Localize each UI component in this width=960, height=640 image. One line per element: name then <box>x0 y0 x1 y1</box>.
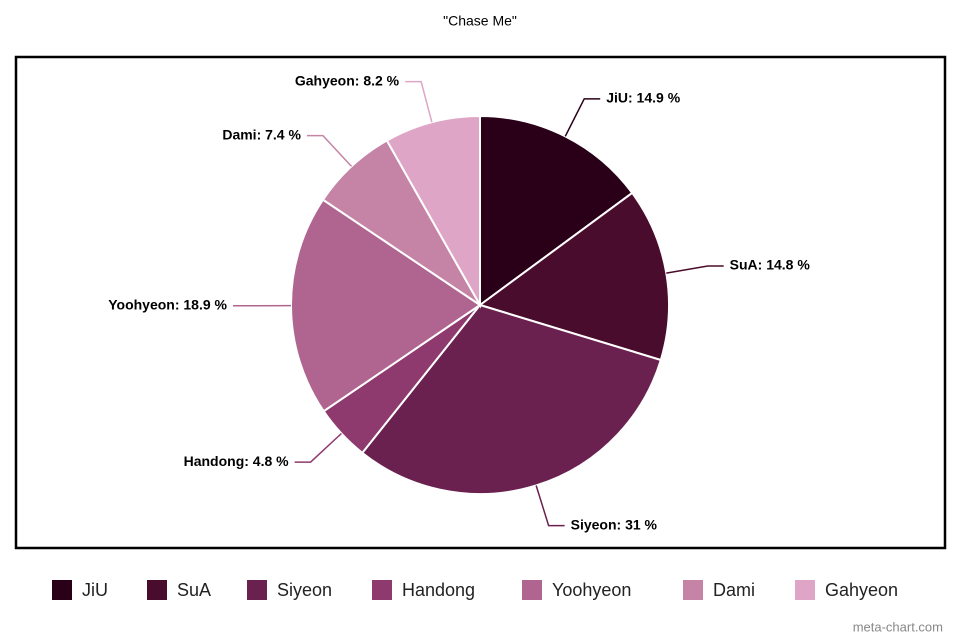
leader-line <box>666 265 724 274</box>
legend-label: Yoohyeon <box>552 580 631 600</box>
data-label: Siyeon: 31 % <box>571 516 658 532</box>
data-label: JiU: 14.9 % <box>606 90 680 106</box>
leader-line <box>564 98 601 137</box>
legend-swatch <box>795 580 815 600</box>
leader-line <box>294 432 342 463</box>
legend-label: Handong <box>402 580 475 600</box>
legend-label: Siyeon <box>277 580 332 600</box>
data-label: Handong: 4.8 % <box>184 453 290 469</box>
legend-label: Dami <box>713 580 755 600</box>
data-label: SuA: 14.8 % <box>730 257 811 273</box>
legend-swatch <box>522 580 542 600</box>
legend-label: SuA <box>177 580 211 600</box>
legend-swatch <box>247 580 267 600</box>
legend-swatch <box>683 580 703 600</box>
chart-title: "Chase Me" <box>443 13 517 29</box>
legend-label: JiU <box>82 580 108 600</box>
legend-swatch <box>52 580 72 600</box>
plot-frame <box>14 55 947 550</box>
data-label: Gahyeon: 8.2 % <box>295 72 400 88</box>
leader-line <box>535 485 565 527</box>
legend-swatch <box>372 580 392 600</box>
legend-swatch <box>147 580 167 600</box>
legend-label: Gahyeon <box>825 580 898 600</box>
pie-slice <box>360 303 663 495</box>
leader-line <box>405 80 433 123</box>
pie-slice <box>479 114 634 307</box>
pie-slice <box>385 114 481 309</box>
watermark: meta-chart.com <box>853 619 943 634</box>
leader-line <box>306 134 353 167</box>
data-label: Yoohyeon: 18.9 % <box>108 296 227 312</box>
data-label: Dami: 7.4 % <box>222 126 301 142</box>
